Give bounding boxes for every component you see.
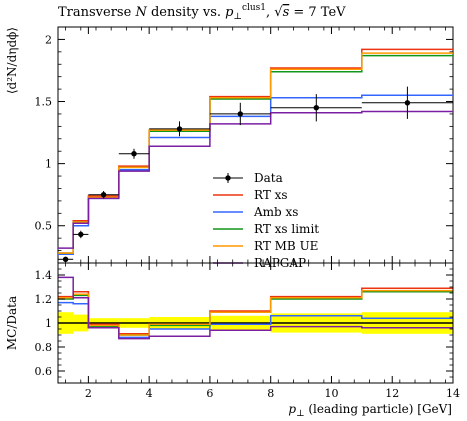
main-axis-ticks: 0.5 1 1.5 2 (35, 27, 454, 263)
y-tick-label: 0.5 (35, 220, 53, 233)
legend-entry: RT xs limit (213, 222, 319, 236)
ratio-line-rapgap (58, 276, 453, 340)
legend-label: RT xs limit (254, 222, 319, 236)
y-tick-label: 1 (45, 317, 52, 330)
ratio-axis-ticks: 2 4 6 8 10 12 14 0.6 0.8 1 1.2 1.4 (35, 263, 460, 400)
x-tick-label: 2 (85, 387, 92, 400)
data-point (88, 191, 119, 199)
legend-label: Data (254, 171, 283, 185)
x-tick-label: 10 (324, 387, 338, 400)
data-marker (313, 105, 319, 111)
data-point (118, 148, 150, 159)
y-axis-label-main: ⟨d²N/dηdϕ⟩ (5, 27, 19, 94)
data-points-group (58, 86, 453, 262)
data-point (361, 86, 453, 119)
legend-swatch-marker (225, 175, 231, 181)
data-point (58, 256, 74, 262)
legend-entry: Data (213, 171, 283, 185)
y-tick-label: 0.8 (35, 341, 53, 354)
data-point (270, 94, 362, 122)
data-point (209, 102, 271, 126)
y-tick-label: 1.5 (35, 96, 53, 109)
legend-label: RT xs (254, 188, 288, 202)
y-tick-label: 0.6 (35, 365, 53, 378)
legend-entry: RT xs (213, 188, 288, 202)
ratio-series-group (58, 276, 453, 340)
legend-label: Amb xs (253, 205, 298, 219)
chart-title: Transverse N density vs. p⊥clus1, √s = 7… (58, 3, 346, 22)
x-tick-label: 12 (385, 387, 399, 400)
data-marker (78, 231, 84, 238)
y-tick-label: 1.2 (35, 293, 53, 306)
x-axis-label: p⊥ (leading particle) [GeV] (288, 402, 452, 419)
y-axis-label-ratio: MC/Data (5, 296, 19, 350)
x-tick-label: 4 (146, 387, 153, 400)
x-tick-label: 8 (267, 387, 274, 400)
data-point (73, 230, 89, 239)
data-marker (131, 151, 137, 157)
data-marker (176, 126, 183, 132)
data-point (149, 121, 210, 137)
y-tick-label: 1.4 (35, 269, 53, 282)
main-plot-panel: 0.5 1 1.5 2 Data RT xs Amb xs RT xs limit RT MB… (35, 26, 454, 270)
ratio-plot-panel: 2 4 6 8 10 12 14 0.6 0.8 1 1.2 1.4 (35, 262, 460, 400)
x-tick-label: 6 (206, 387, 213, 400)
ratio-line-rt-mb-ue (58, 289, 453, 336)
y-tick-label: 1 (45, 158, 52, 171)
legend-entry: Amb xs (213, 205, 298, 219)
legend-label: RT MB UE (254, 239, 318, 253)
x-tick-label: 14 (446, 387, 460, 400)
legend-entry: RT MB UE (213, 239, 318, 253)
y-tick-label: 2 (45, 33, 52, 46)
data-marker (100, 192, 107, 198)
data-marker (237, 111, 243, 117)
data-marker (62, 256, 69, 262)
data-marker (404, 100, 411, 106)
